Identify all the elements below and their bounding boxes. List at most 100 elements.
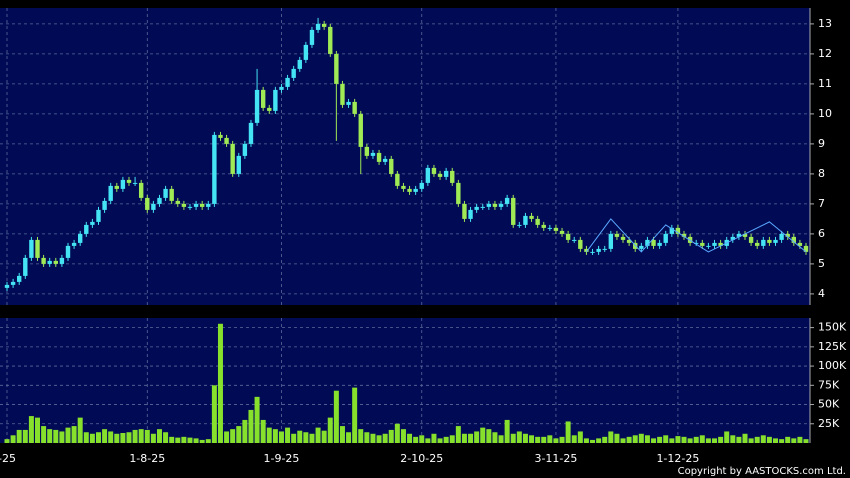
volume-bar: [352, 387, 358, 443]
candle-body: [791, 236, 797, 243]
volume-bar: [217, 323, 223, 443]
candle-body: [334, 53, 339, 84]
y-tick-label: 9: [818, 137, 825, 150]
candle-body: [626, 239, 632, 243]
volume-bar: [663, 435, 669, 443]
candle-body: [480, 206, 485, 208]
volume-bar: [254, 396, 260, 443]
candle-body: [596, 248, 601, 252]
volume-bar: [126, 432, 132, 443]
candle-body: [157, 197, 162, 204]
candle-body: [212, 134, 217, 204]
volume-bar: [297, 430, 303, 443]
volume-bar: [108, 431, 114, 443]
volume-bar: [760, 435, 766, 443]
candle-body: [41, 257, 46, 264]
volume-bar: [388, 429, 394, 443]
candle-body: [303, 44, 309, 60]
volume-bar: [266, 427, 272, 443]
volume-bar: [437, 438, 443, 443]
candle-body: [309, 29, 315, 45]
candle-body: [23, 257, 28, 276]
y-tick-label: 150K: [818, 321, 847, 334]
candle-body: [163, 188, 168, 198]
candle-body: [96, 209, 101, 222]
candle-body: [468, 209, 473, 219]
volume-bar: [193, 438, 199, 443]
candle-body: [675, 227, 681, 234]
volume-bar: [773, 438, 779, 443]
volume-bar: [681, 436, 687, 443]
candle-body: [193, 203, 199, 207]
volume-bar: [468, 433, 474, 443]
volume-bar: [480, 427, 486, 443]
volume-bar: [47, 429, 53, 443]
candle-body: [230, 143, 235, 174]
candle-body: [602, 248, 607, 250]
volume-bar: [394, 423, 400, 443]
volume-bar: [364, 432, 370, 443]
candle-body: [340, 83, 345, 105]
candle-body: [90, 221, 95, 225]
candle-body: [700, 242, 705, 246]
candle-body: [291, 68, 296, 78]
candle-body: [529, 215, 534, 219]
candle-body: [120, 179, 126, 189]
candle-body: [456, 182, 461, 204]
volume-bar: [510, 433, 516, 443]
volume-bar: [65, 427, 71, 443]
volume-bar: [303, 432, 309, 443]
volume-bar: [28, 416, 34, 443]
candle-body: [206, 203, 211, 207]
volume-bar: [34, 417, 40, 443]
volume-bar: [657, 436, 663, 443]
volume-bar: [803, 439, 809, 443]
volume-bar: [541, 436, 547, 443]
candle-body: [77, 233, 83, 243]
volume-bar: [346, 432, 352, 443]
candle-body: [395, 173, 400, 186]
candle-body: [132, 182, 138, 184]
volume-bar: [169, 436, 175, 443]
volume-bar: [449, 435, 455, 443]
volume-bar: [431, 433, 437, 443]
volume-bar: [504, 419, 510, 443]
candle-body: [486, 203, 492, 207]
candle-body: [553, 227, 559, 231]
volume-bar: [59, 431, 65, 443]
volume-bar: [644, 435, 650, 443]
candle-body: [462, 203, 467, 219]
volume-bar: [150, 433, 156, 443]
y-tick-label: 7: [818, 197, 825, 210]
candle-body: [547, 227, 553, 229]
x-tick-label: -25: [0, 452, 16, 465]
candle-body: [297, 59, 302, 69]
candle-body: [584, 248, 589, 252]
candle-body: [755, 242, 760, 246]
candle-body: [437, 173, 443, 177]
volume-bar: [742, 433, 748, 443]
y-tick-label: 50K: [818, 398, 840, 411]
volume-bar: [535, 436, 541, 443]
candle-body: [431, 167, 437, 174]
candle-body: [328, 26, 333, 54]
volume-bar: [632, 435, 638, 443]
volume-bar: [553, 438, 559, 443]
candle-body: [248, 122, 254, 144]
copyright: Copyright by AASTOCKS.com Ltd.: [678, 466, 846, 477]
volume-bar: [712, 438, 718, 443]
candle-body: [254, 89, 260, 123]
candle-body: [315, 23, 321, 30]
volume-bar: [699, 435, 705, 443]
candle-body: [608, 233, 614, 249]
volume-bar: [461, 433, 467, 443]
candle-body: [71, 242, 77, 246]
candle-body: [382, 158, 388, 162]
candle-body: [620, 236, 626, 240]
volume-bar: [339, 426, 345, 443]
volume-bar: [22, 429, 28, 443]
x-tick-label: 2-10-25: [400, 452, 443, 465]
volume-bar: [498, 435, 504, 443]
candle-body: [4, 284, 10, 288]
volume-bar: [730, 435, 736, 443]
